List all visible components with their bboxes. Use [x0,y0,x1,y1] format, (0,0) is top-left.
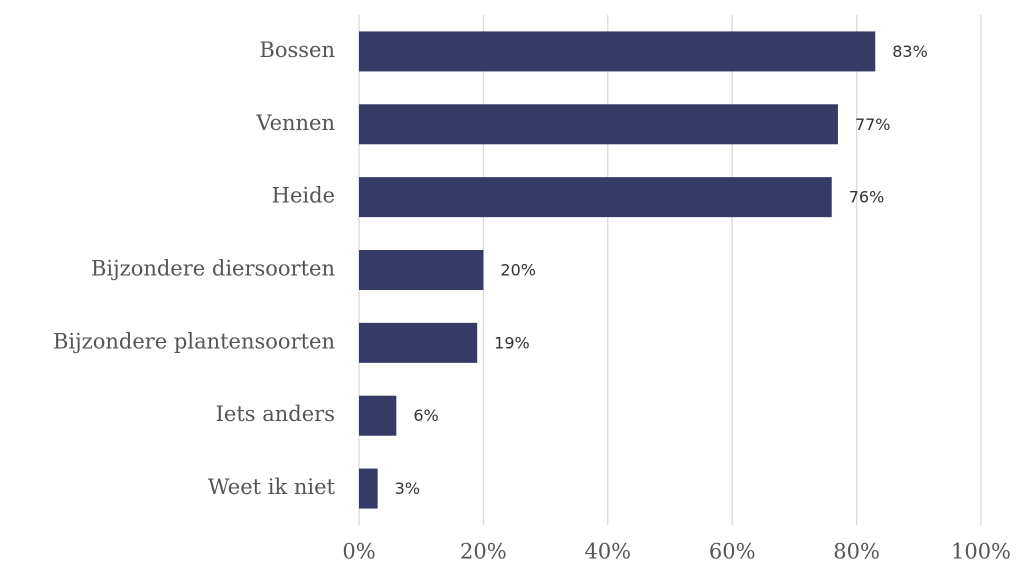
x-tick-label: 80% [833,540,880,564]
value-label: 76% [849,188,885,207]
bar [359,250,484,290]
value-label: 83% [892,42,928,61]
value-label: 77% [855,115,891,134]
y-tick-label: Bijzondere plantensoorten [53,329,335,353]
x-tick-label: 60% [709,540,756,564]
bar [359,322,478,363]
y-tick-label: Weet ik niet [208,475,336,499]
bar [359,395,397,436]
value-label: 20% [500,261,536,280]
x-tick-label: 20% [460,540,507,564]
bar [359,31,876,72]
bar [359,104,838,145]
bar [359,468,378,509]
y-tick-label: Bijzondere diersoorten [91,257,335,281]
bar [359,177,832,218]
y-tick-label: Heide [272,184,335,208]
x-tick-label: 0% [342,540,375,564]
value-label: 19% [494,333,530,352]
y-tick-label: Iets anders [216,402,335,426]
value-label: 6% [413,406,438,425]
value-label: 3% [395,479,420,498]
y-tick-label: Bossen [259,38,335,62]
x-tick-label: 100% [951,540,1011,564]
x-tick-label: 40% [584,540,631,564]
y-tick-label: Vennen [255,111,335,135]
